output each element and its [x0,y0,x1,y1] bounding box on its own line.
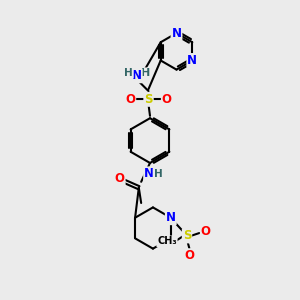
Text: O: O [162,93,172,106]
Text: N: N [166,211,176,224]
Text: O: O [125,93,135,106]
Text: N: N [144,167,154,180]
Text: S: S [183,230,191,242]
Text: N: N [132,69,142,82]
Text: H: H [124,68,133,78]
Text: N: N [172,27,182,40]
Text: H: H [154,169,162,179]
Text: N: N [187,54,197,67]
Text: CH₃: CH₃ [157,236,177,246]
Text: S: S [144,93,153,106]
Text: O: O [184,249,194,262]
Text: O: O [201,225,211,238]
Text: H: H [141,68,150,78]
Text: O: O [115,172,125,185]
